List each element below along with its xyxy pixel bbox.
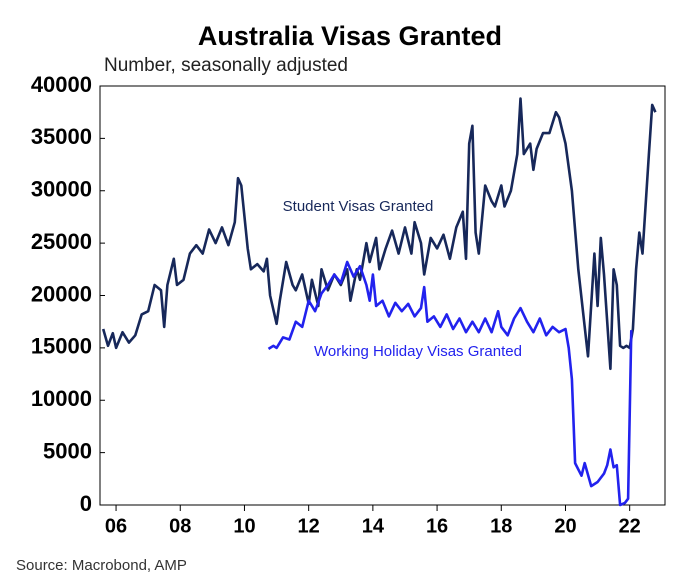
source-note: Source: Macrobond, AMP [16, 557, 187, 574]
y-tick-label: 10000 [31, 386, 92, 411]
x-tick-label: 06 [105, 515, 127, 537]
series-label: Student Visas Granted [283, 198, 434, 215]
y-tick-label: 40000 [31, 72, 92, 97]
x-tick-label: 16 [426, 515, 448, 537]
series-line [101, 97, 657, 371]
y-tick-label: 15000 [31, 334, 92, 359]
y-tick-label: 20000 [31, 281, 92, 306]
x-tick-label: 08 [169, 515, 191, 537]
x-tick-label: 20 [554, 515, 576, 537]
y-tick-label: 0 [80, 491, 92, 516]
x-tick-label: 10 [233, 515, 255, 537]
chart-subtitle: Number, seasonally adjusted [104, 55, 348, 76]
y-tick-label: 35000 [31, 124, 92, 149]
x-tick-label: 12 [298, 515, 320, 537]
y-tick-label: 25000 [31, 229, 92, 254]
x-tick-label: 18 [490, 515, 512, 537]
series-line [267, 260, 633, 507]
x-tick-label: 22 [619, 515, 641, 537]
y-tick-label: 5000 [43, 438, 92, 463]
chart-title: Australia Visas Granted [198, 21, 502, 51]
series-label: Working Holiday Visas Granted [314, 343, 522, 360]
y-tick-label: 30000 [31, 177, 92, 202]
x-tick-label: 14 [362, 515, 385, 537]
